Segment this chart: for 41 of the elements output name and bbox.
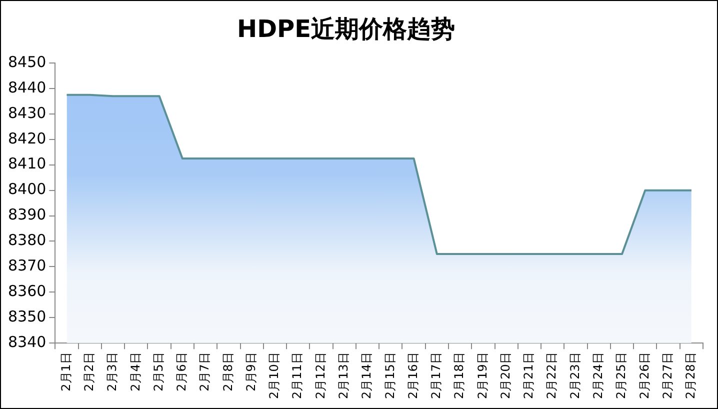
x-tick-label: 2月9日	[244, 352, 258, 392]
x-tick-label: 2月20日	[498, 352, 512, 399]
x-tick-label: 2月22日	[544, 352, 559, 399]
y-tick-label: 8430	[8, 104, 46, 122]
x-tick-label: 2月17日	[429, 352, 444, 399]
x-tick-label: 2月18日	[452, 352, 466, 399]
x-tick-label: 2月26日	[637, 352, 652, 399]
x-tick-label: 2月21日	[522, 352, 536, 399]
x-tick-label: 2月27日	[660, 352, 674, 399]
y-tick-label: 8390	[8, 206, 46, 224]
y-tick-label: 8450	[8, 52, 46, 71]
x-tick-label: 2月2日	[82, 352, 96, 392]
y-tick-label: 8440	[8, 78, 46, 96]
y-tick-label: 8350	[8, 308, 46, 326]
x-tick-label: 2月3日	[105, 352, 120, 392]
x-tick-label: 2月19日	[475, 352, 490, 399]
y-tick-label: 8420	[8, 129, 46, 148]
chart-title: HDPE近期价格趋势	[236, 14, 456, 45]
x-tick-label: 2月10日	[267, 352, 282, 399]
x-tick-label: 2月1日	[58, 352, 73, 392]
x-tick-label: 2月28日	[684, 352, 698, 399]
y-tick-label: 8380	[8, 231, 46, 250]
y-tick-label: 8410	[8, 154, 46, 173]
x-tick-label: 2月14日	[360, 352, 374, 399]
x-tick-label: 2月11日	[290, 352, 304, 399]
y-tick-label: 8370	[8, 256, 46, 275]
x-tick-label: 2月16日	[406, 352, 420, 399]
x-tick-label: 2月6日	[174, 352, 189, 392]
x-tick-label: 2月25日	[614, 352, 628, 399]
x-tick-label: 2月4日	[128, 352, 142, 392]
x-tick-label: 2月12日	[313, 352, 328, 399]
x-tick-label: 2月23日	[568, 352, 582, 399]
x-tick-label: 2月8日	[220, 352, 235, 392]
x-tick-label: 2月15日	[382, 352, 397, 399]
y-tick-label: 8400	[8, 180, 46, 198]
x-tick-label: 2月13日	[336, 352, 351, 399]
x-tick-label: 2月7日	[198, 352, 212, 392]
y-tick-label: 8340	[8, 332, 46, 351]
x-tick-label: 2月24日	[591, 352, 606, 399]
x-tick-label: 2月5日	[151, 352, 166, 392]
y-tick-label: 8360	[8, 282, 46, 300]
